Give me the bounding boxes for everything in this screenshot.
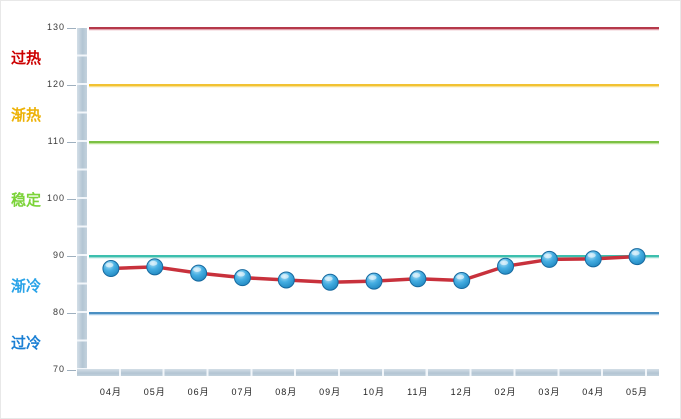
x-axis-label: 05月 [626, 387, 649, 397]
x-axis-label: 12月 [450, 387, 473, 397]
y-axis-tick-mark [67, 199, 76, 200]
y-axis-bar [77, 28, 87, 376]
y-axis-tick-mark [67, 28, 76, 29]
marker-highlight [587, 252, 596, 258]
zone-label: 过冷 [11, 334, 42, 352]
marker-highlight [631, 250, 640, 256]
marker-highlight [280, 274, 289, 279]
x-axis-label: 09月 [319, 387, 342, 397]
marker-highlight [500, 260, 509, 266]
marker-highlight [412, 272, 421, 278]
x-axis-label: 10月 [362, 387, 385, 397]
zone-label: 过热 [11, 49, 42, 67]
y-axis-tick-mark [67, 142, 76, 143]
y-axis-tick-mark [67, 370, 76, 371]
marker-highlight [456, 274, 465, 280]
marker-highlight [193, 267, 202, 272]
y-axis-tick-mark [67, 313, 76, 314]
x-axis-label: 04月 [99, 387, 122, 397]
x-axis-label: 04月 [582, 387, 605, 397]
zone-label: 渐冷 [11, 277, 42, 295]
x-axis-label: 11月 [407, 387, 429, 397]
zone-label: 渐热 [11, 106, 42, 124]
marker-highlight [105, 262, 114, 268]
x-axis-label: 08月 [275, 387, 298, 397]
y-axis-tick-mark [67, 256, 76, 257]
y-axis-tick-label: 90 [52, 250, 65, 260]
x-axis-bar [77, 369, 659, 376]
x-axis-label: 07月 [231, 387, 254, 397]
marker-highlight [149, 260, 158, 266]
x-axis-label: 05月 [143, 387, 166, 397]
x-axis-label: 02月 [494, 387, 517, 397]
y-axis-tick-label: 130 [46, 22, 65, 32]
y-axis-tick-label: 120 [46, 79, 65, 89]
y-axis-tick-label: 70 [52, 364, 65, 374]
zone-label: 稳定 [11, 192, 42, 209]
y-axis-tick-mark [67, 85, 76, 86]
x-axis-label: 03月 [538, 387, 561, 397]
x-axis-label: 06月 [187, 387, 210, 397]
marker-highlight [236, 271, 245, 277]
marker-highlight [368, 275, 377, 280]
y-axis-tick-label: 110 [47, 136, 65, 146]
y-axis-tick-label: 100 [46, 193, 65, 203]
marker-highlight [543, 253, 552, 259]
marker-highlight [324, 276, 333, 282]
y-axis-tick-label: 80 [52, 307, 65, 317]
